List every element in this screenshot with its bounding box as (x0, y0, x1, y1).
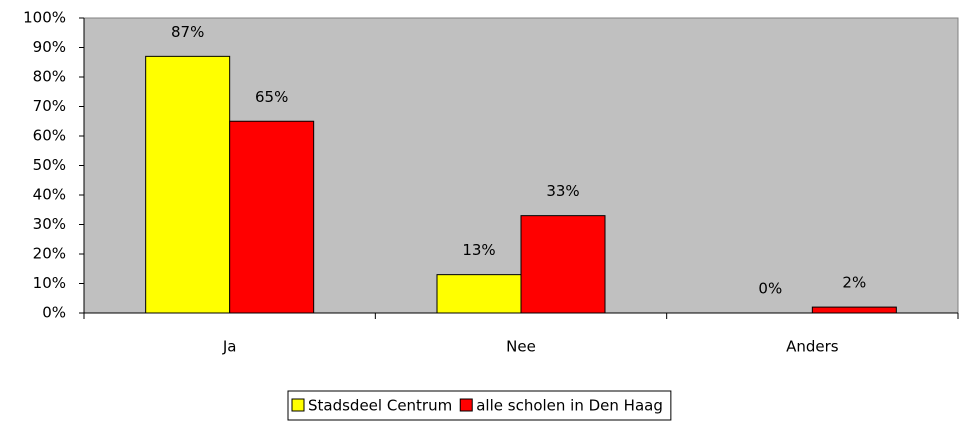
legend-swatch (459, 398, 473, 412)
y-tick-label: 70% (33, 97, 66, 115)
legend-label: Stadsdeel Centrum (308, 397, 452, 415)
bar (145, 55, 231, 314)
y-tick-label: 30% (33, 215, 66, 233)
y-tick-label: 80% (33, 68, 66, 86)
y-tick-label: 50% (33, 156, 66, 174)
value-label: 87% (171, 23, 204, 41)
x-tick-label: Ja (222, 338, 237, 356)
y-tick-label: 60% (33, 127, 66, 145)
bar (436, 274, 522, 314)
value-label: 0% (758, 280, 782, 298)
y-tick-label: 0% (42, 304, 66, 322)
y-tick-label: 10% (33, 274, 66, 292)
bar (520, 215, 606, 314)
x-tick-label: Anders (786, 338, 839, 356)
y-tick-label: 100% (23, 9, 66, 27)
x-tick-label: Nee (506, 338, 536, 356)
y-tick-label: 20% (33, 245, 66, 263)
legend (287, 390, 672, 421)
y-tick-label: 40% (33, 186, 66, 204)
value-label: 2% (842, 274, 866, 292)
value-label: 33% (546, 182, 579, 200)
legend-swatch (291, 398, 305, 412)
legend-label: alle scholen in Den Haag (476, 397, 663, 415)
y-tick-label: 90% (33, 38, 66, 56)
value-label: 13% (462, 241, 495, 259)
bar (229, 120, 315, 314)
value-label: 65% (255, 88, 288, 106)
bar (811, 306, 897, 314)
